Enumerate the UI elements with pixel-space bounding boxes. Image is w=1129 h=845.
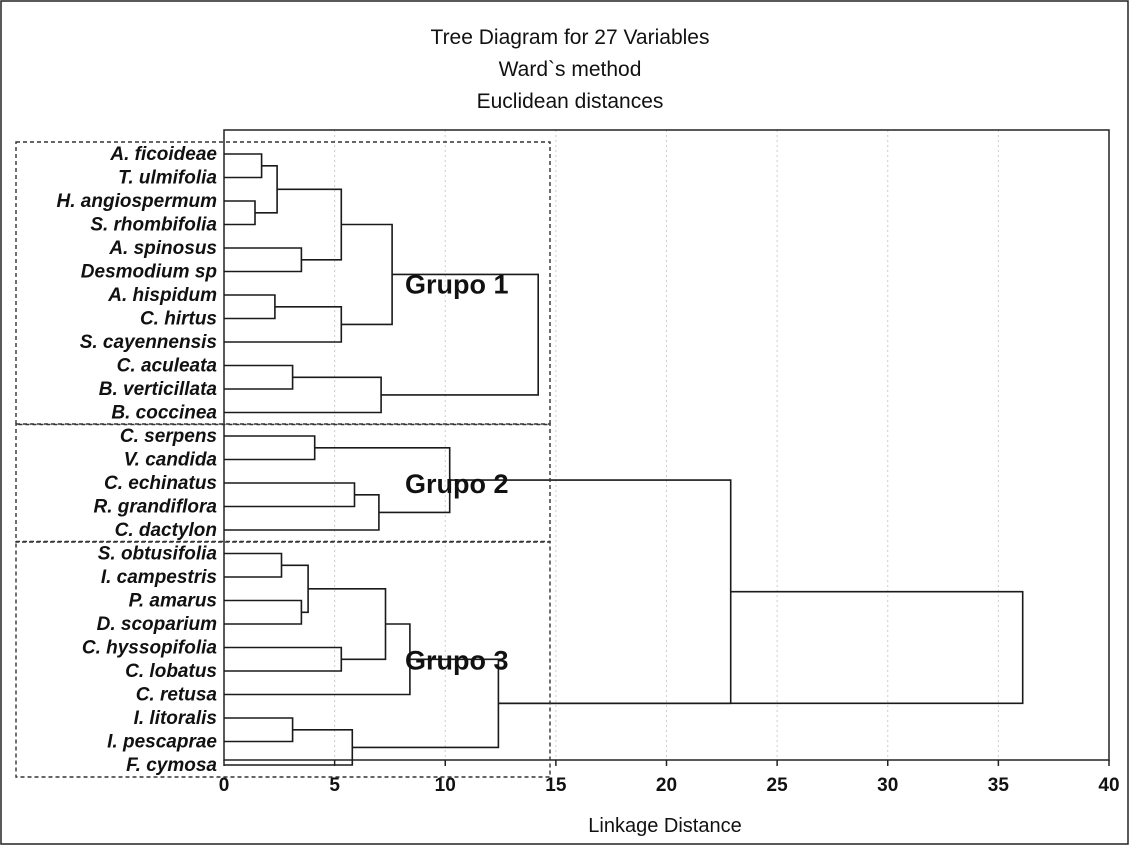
leaf-label: A. ficoideae bbox=[109, 144, 217, 165]
leaf-label: B. verticillata bbox=[99, 379, 218, 400]
leaf-label: S. cayennensis bbox=[80, 332, 217, 353]
leaf-label: C. dactylon bbox=[115, 520, 217, 541]
leaf-label: C. hyssopifolia bbox=[82, 638, 218, 659]
dendrogram-links bbox=[224, 153, 1024, 766]
x-tick-label: 25 bbox=[767, 775, 789, 796]
x-tick-label: 20 bbox=[656, 775, 677, 796]
leaf-label: T. ulmifolia bbox=[118, 168, 217, 189]
merge-link bbox=[381, 273, 540, 396]
group-boxes: Grupo 1 Grupo 2 Grupo 3 bbox=[15, 141, 551, 778]
merge-link bbox=[498, 590, 1024, 705]
leaf-label: A. hispidum bbox=[107, 285, 217, 306]
group-box bbox=[15, 141, 551, 426]
leaf-label: C. echinatus bbox=[104, 473, 217, 494]
leaf-label: S. obtusifolia bbox=[98, 544, 218, 565]
x-tick-label: 10 bbox=[435, 775, 456, 796]
leaf-label: B. coccinea bbox=[111, 403, 217, 424]
leaf-label: C. aculeata bbox=[117, 356, 218, 377]
leaf-label: I. campestris bbox=[101, 567, 217, 588]
chart-title-line-1: Tree Diagram for 27 Variables bbox=[431, 26, 710, 49]
x-tick-label: 30 bbox=[877, 775, 898, 796]
x-axis-label: Linkage Distance bbox=[588, 815, 741, 837]
x-tick-label: 15 bbox=[545, 775, 567, 796]
leaf-label: F. cymosa bbox=[126, 755, 217, 776]
leaf-label: I. pescaprae bbox=[107, 732, 217, 753]
group-label: Grupo 2 bbox=[405, 469, 509, 499]
x-tick-label: 40 bbox=[1098, 775, 1119, 796]
gridlines bbox=[334, 130, 999, 760]
leaf-label: Desmodium sp bbox=[81, 262, 217, 283]
x-tick-label: 5 bbox=[329, 775, 340, 796]
leaf-label: R. grandiflora bbox=[93, 497, 217, 518]
leaf-label: H. angiospermum bbox=[57, 191, 218, 212]
leaf-label: C. lobatus bbox=[125, 661, 217, 682]
leaf-label: C. hirtus bbox=[140, 309, 217, 330]
group-label: Grupo 3 bbox=[405, 645, 509, 675]
leaf-label: S. rhombifolia bbox=[90, 215, 217, 236]
leaf-label: P. amarus bbox=[129, 591, 217, 612]
leaf-label: A. spinosus bbox=[108, 238, 217, 259]
x-axis-ticks: 0 5 10 15 20 25 30 35 40 bbox=[219, 760, 1120, 796]
x-tick-label: 35 bbox=[988, 775, 1010, 796]
leaf-label: I. litoralis bbox=[134, 708, 217, 729]
chart-title-line-2: Ward`s method bbox=[499, 58, 642, 81]
group-label: Grupo 1 bbox=[405, 269, 509, 299]
group-box bbox=[15, 540, 551, 778]
leaf-label: D. scoparium bbox=[97, 614, 217, 635]
leaf-label: V. candida bbox=[124, 450, 218, 471]
chart-title-line-3: Euclidean distances bbox=[477, 90, 664, 113]
x-tick-label: 0 bbox=[219, 775, 230, 796]
leaf-label: C. serpens bbox=[120, 426, 217, 447]
leaf-label: C. retusa bbox=[136, 685, 218, 706]
